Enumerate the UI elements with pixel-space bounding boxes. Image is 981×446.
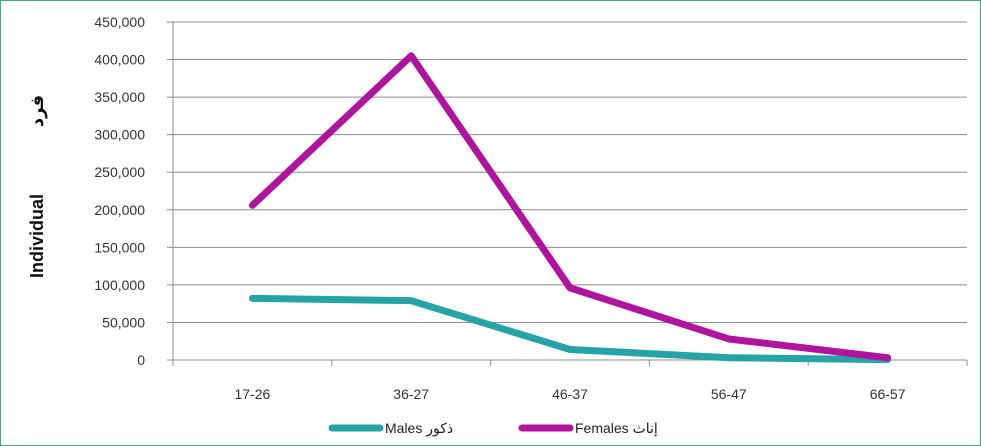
x-axis-ticks: 17-26 36-27 46-37 56-47 66-57 [172,360,968,402]
series-lines [248,52,892,364]
y-tick-label: 450,000 [94,14,145,30]
legend-label-0: Males ذكور [385,420,453,437]
legend: Males ذكور Females إناث [328,420,658,437]
x-tick-label: 17-26 [234,386,270,402]
x-tick-label: 66-57 [870,386,906,402]
legend-label-1: Females إناث [575,420,658,437]
y-tick-label: 50,000 [102,314,145,330]
y-axis-label-arabic: فرد [27,95,48,127]
y-tick-label: 350,000 [94,89,145,105]
y-tick-label: 400,000 [94,52,145,68]
y-tick-label: 250,000 [94,164,145,180]
x-tick-label: 36-27 [393,386,429,402]
x-tick-label: 56-47 [711,386,747,402]
y-tick-label: 0 [137,352,145,368]
grid-lines [173,21,967,323]
y-tick-label: 200,000 [94,202,145,218]
y-axis-ticks: 450,000 400,000 350,000 300,000 250,000 200,0… [94,14,173,368]
y-tick-label: 150,000 [94,239,145,255]
series-line-1 [248,52,892,362]
y-axis-label-english: Individual [27,194,47,278]
x-tick-label: 46-37 [552,386,588,402]
axes [172,22,967,361]
series-line-0 [248,294,892,364]
y-tick-label: 300,000 [94,127,145,143]
y-tick-label: 100,000 [94,277,145,293]
